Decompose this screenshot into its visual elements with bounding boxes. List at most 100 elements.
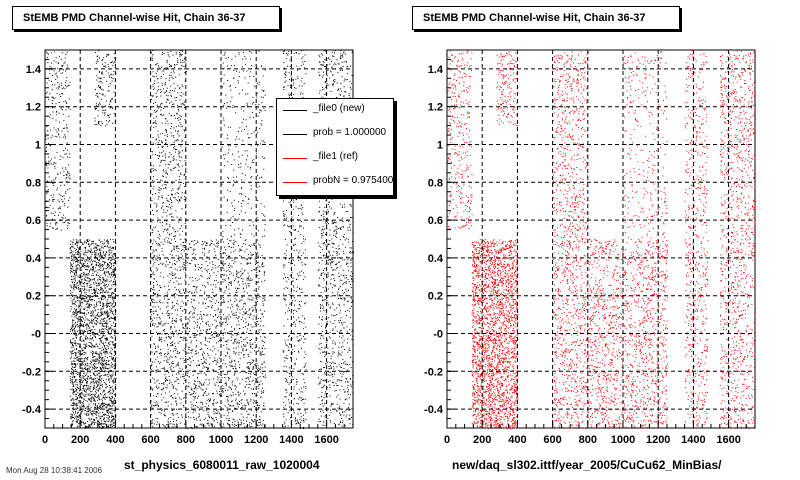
data-point — [177, 58, 178, 60]
data-point — [89, 342, 91, 344]
data-point — [58, 88, 60, 90]
data-point — [175, 420, 177, 421]
data-point — [230, 272, 232, 274]
data-point — [242, 331, 244, 333]
data-point — [221, 377, 223, 379]
data-point — [65, 220, 66, 222]
data-point — [76, 403, 78, 405]
data-point — [105, 423, 107, 425]
data-point — [97, 312, 99, 314]
data-point — [87, 273, 89, 275]
data-point — [113, 302, 115, 304]
data-point — [245, 350, 247, 351]
data-point — [73, 316, 75, 318]
data-point — [100, 403, 102, 405]
data-point — [179, 88, 181, 90]
data-point — [104, 414, 106, 416]
data-point — [199, 401, 201, 403]
data-point — [105, 305, 107, 306]
data-point — [102, 59, 103, 61]
data-point — [154, 80, 156, 82]
data-point — [75, 336, 77, 338]
data-point — [76, 274, 77, 276]
data-point — [106, 386, 108, 387]
data-point — [81, 379, 83, 381]
data-point — [78, 329, 80, 331]
data-point — [71, 356, 72, 358]
data-point — [236, 377, 238, 379]
data-point — [156, 243, 157, 245]
data-point — [217, 421, 219, 423]
data-point — [94, 317, 96, 319]
data-point — [97, 86, 99, 88]
data-point — [112, 284, 114, 286]
data-point — [238, 391, 240, 393]
data-point — [78, 346, 80, 348]
data-point — [85, 369, 87, 371]
data-point — [71, 343, 73, 345]
data-point — [230, 388, 232, 390]
data-point — [157, 243, 159, 245]
data-point — [227, 423, 229, 425]
data-point — [71, 276, 72, 277]
data-point — [225, 382, 227, 384]
data-point — [66, 86, 68, 88]
data-point — [81, 349, 83, 351]
data-point — [219, 340, 221, 342]
data-point — [181, 64, 183, 66]
data-point — [47, 57, 49, 58]
data-point — [236, 303, 238, 305]
data-point — [240, 336, 242, 338]
data-point — [114, 330, 115, 332]
data-point — [104, 322, 106, 324]
data-point — [106, 303, 108, 305]
data-point — [73, 287, 75, 289]
data-point — [104, 297, 106, 299]
data-point — [74, 304, 76, 305]
data-point — [208, 250, 210, 252]
data-point — [193, 316, 195, 318]
data-point — [196, 388, 198, 390]
data-point — [170, 154, 172, 156]
data-point — [102, 123, 104, 125]
data-point — [210, 284, 212, 286]
data-point — [109, 385, 111, 387]
data-point — [156, 95, 158, 97]
data-point — [94, 247, 96, 249]
data-point — [179, 178, 181, 180]
data-point — [100, 250, 102, 252]
data-point — [76, 318, 78, 320]
data-point — [113, 422, 115, 424]
data-point — [166, 370, 168, 371]
data-point — [91, 296, 93, 298]
data-point — [251, 279, 253, 281]
data-point — [94, 366, 96, 368]
data-point — [238, 324, 240, 326]
data-point — [77, 319, 79, 321]
data-point — [183, 406, 185, 408]
data-point — [254, 393, 255, 395]
data-point — [73, 362, 75, 364]
data-point — [248, 323, 250, 325]
data-point — [226, 340, 228, 342]
data-point — [105, 322, 107, 323]
data-point — [164, 401, 166, 403]
data-point — [180, 172, 181, 174]
data-point — [83, 300, 85, 302]
data-point — [103, 331, 105, 332]
data-point — [110, 309, 112, 311]
data-point — [231, 333, 233, 335]
data-point — [228, 284, 229, 286]
data-point — [91, 422, 93, 424]
data-point — [95, 243, 97, 245]
data-point — [171, 202, 173, 203]
data-point — [77, 408, 79, 409]
data-point — [82, 258, 84, 260]
data-point — [96, 56, 98, 58]
data-point — [205, 388, 207, 390]
data-point — [48, 176, 50, 178]
data-point — [69, 248, 71, 250]
data-point — [65, 106, 67, 108]
data-point — [110, 374, 112, 376]
data-point — [232, 380, 234, 382]
